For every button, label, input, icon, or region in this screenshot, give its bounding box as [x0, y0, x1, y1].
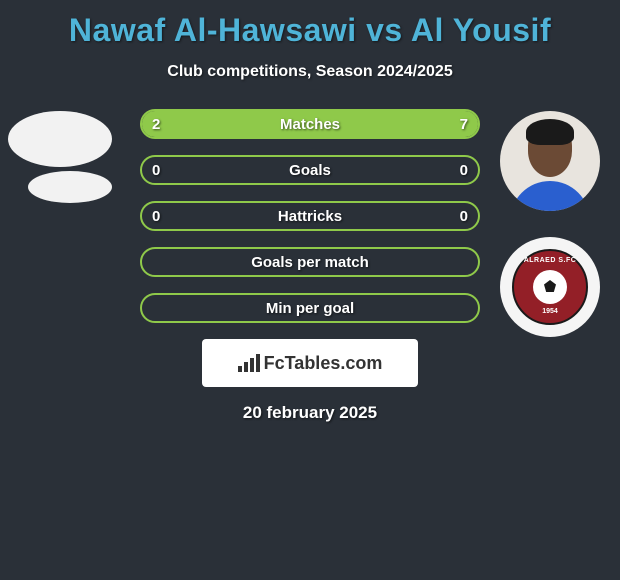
stat-bars: 27Matches 00Goals 00Hattricks Goals per mat… — [140, 109, 480, 323]
player-right-club-badge: ALRAED S.FC 1954 — [500, 237, 600, 337]
stat-label: Matches — [142, 111, 478, 137]
player-right-avatar — [500, 111, 600, 211]
badge-text-top: ALRAED S.FC — [514, 257, 586, 264]
comparison-content: ALRAED S.FC 1954 27Matches 00Goals 00Hattr… — [0, 109, 620, 423]
stat-label: Min per goal — [142, 295, 478, 321]
fctables-logo: FcTables.com — [202, 339, 418, 387]
stat-label: Goals per match — [142, 249, 478, 275]
stat-label: Hattricks — [142, 203, 478, 229]
player-left-club-badge — [28, 171, 112, 203]
page-title: Nawaf Al-Hawsawi vs Al Yousif — [0, 0, 620, 49]
player-left-avatar — [8, 111, 112, 167]
stat-row: 00Hattricks — [140, 201, 480, 231]
stat-row: Goals per match — [140, 247, 480, 277]
stat-label: Goals — [142, 157, 478, 183]
logo-text: FcTables.com — [264, 353, 383, 374]
subtitle: Club competitions, Season 2024/2025 — [0, 63, 620, 81]
bar-chart-icon — [238, 354, 260, 372]
date-text: 20 february 2025 — [0, 403, 620, 423]
soccer-ball-icon — [533, 270, 567, 304]
badge-text-bottom: 1954 — [514, 308, 586, 315]
stat-row: 27Matches — [140, 109, 480, 139]
stat-row: 00Goals — [140, 155, 480, 185]
stat-row: Min per goal — [140, 293, 480, 323]
